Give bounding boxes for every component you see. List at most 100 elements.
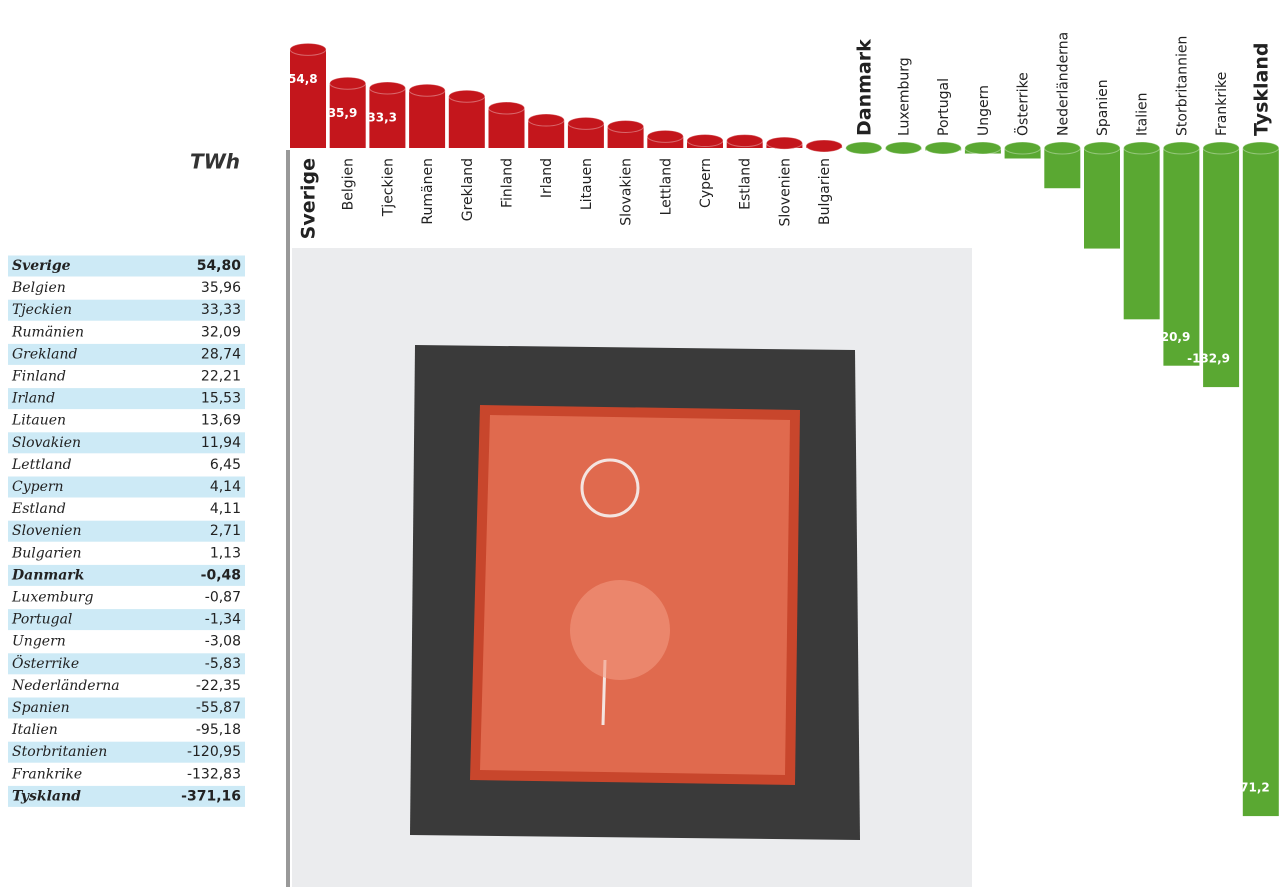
bar-cap — [805, 139, 843, 153]
table-name: Bulgarien — [11, 545, 82, 561]
bar-cap — [1202, 141, 1240, 155]
table-name: Danmark — [11, 567, 85, 583]
category-label: Bulgarien — [817, 158, 833, 225]
table-value: 35,96 — [201, 280, 241, 296]
category-label: Nederländerna — [1055, 32, 1071, 136]
table-value: 28,74 — [201, 346, 241, 362]
bar-cap — [1162, 141, 1200, 155]
bar-cap — [726, 134, 764, 148]
category-label: Frankrike — [1214, 72, 1230, 136]
table-name: Grekland — [12, 346, 77, 362]
bar — [1123, 148, 1160, 320]
bar-cap — [1123, 141, 1161, 155]
bar-cap — [765, 136, 803, 150]
value-label: 35,9 — [328, 106, 358, 120]
category-label: Danmark — [853, 39, 875, 136]
bar-cap — [607, 120, 645, 134]
table-value: 22,21 — [201, 369, 241, 385]
bar-cap — [488, 101, 525, 115]
table-name: Italien — [11, 722, 58, 738]
table-row-bg — [8, 432, 245, 454]
category-label: Sverige — [298, 158, 320, 239]
table-name: Nederländerna — [11, 678, 120, 694]
bar-cap — [527, 113, 565, 127]
bar-cap — [368, 81, 406, 95]
bar — [1163, 148, 1200, 366]
table-name: Slovakien — [12, 435, 81, 451]
table-name: Finland — [11, 369, 66, 385]
category-label: Estland — [738, 158, 754, 210]
bar — [1203, 148, 1240, 388]
table-name: Frankrike — [11, 766, 82, 782]
table-row-bg — [8, 653, 245, 675]
bar — [448, 96, 485, 148]
category-label: Irland — [539, 158, 555, 198]
bar — [409, 90, 446, 148]
table-name: Litauen — [11, 413, 66, 429]
table-name: Luxemburg — [11, 590, 93, 606]
table-value: 6,45 — [210, 457, 241, 473]
category-label: Slovakien — [619, 158, 635, 226]
table-name: Slovenien — [12, 523, 82, 539]
bar-cap — [408, 83, 446, 97]
table-value: -5,83 — [205, 656, 241, 672]
table-value: 4,14 — [210, 479, 241, 495]
bar-cap — [448, 89, 486, 103]
value-label: 54,8 — [288, 72, 318, 86]
table-name: Rumänien — [11, 324, 84, 340]
table-value: -22,35 — [196, 678, 241, 694]
category-label: Litauen — [579, 158, 595, 210]
bar — [369, 88, 406, 148]
table-value: 4,11 — [210, 501, 241, 517]
table-name: Irland — [11, 391, 55, 407]
bar-cap — [924, 141, 962, 155]
bar-cap — [885, 141, 922, 155]
value-label: 33,3 — [367, 111, 397, 125]
table-name: Tyskland — [12, 788, 81, 804]
table-row-bg — [8, 785, 245, 807]
table-name: Belgien — [11, 280, 66, 296]
table-value: 33,33 — [201, 302, 241, 318]
table-name: Tjeckien — [12, 302, 72, 318]
table-name: Estland — [11, 501, 66, 517]
table-value: 11,94 — [201, 435, 241, 451]
bar — [1084, 148, 1120, 249]
table-value: -132,83 — [187, 766, 241, 782]
table-name: Lettland — [11, 457, 72, 473]
bar-cap — [686, 134, 724, 148]
category-label: Tyskland — [1250, 43, 1272, 137]
category-label: Italien — [1135, 93, 1151, 136]
table-value: 2,71 — [210, 523, 241, 539]
table-row-bg — [8, 564, 245, 586]
bar-cap — [1242, 141, 1280, 155]
table-value: -0,87 — [205, 590, 241, 606]
bar-cap — [289, 42, 327, 56]
table-value: -120,95 — [187, 744, 241, 760]
bar-cap — [646, 129, 684, 143]
photo — [292, 248, 972, 887]
table-value: -95,18 — [196, 722, 241, 738]
table-row-bg — [8, 741, 245, 763]
category-label: Finland — [500, 158, 516, 208]
bar — [329, 83, 366, 148]
table-value: 32,09 — [201, 324, 241, 340]
category-label: Tjeckien — [380, 158, 396, 217]
table-row-bg — [8, 343, 245, 365]
category-label: Storbritannien — [1174, 36, 1190, 136]
table-name: Cypern — [12, 479, 64, 495]
category-label: Portugal — [936, 78, 952, 136]
category-label: Cypern — [698, 158, 714, 208]
table-row-bg — [8, 299, 245, 321]
bar-cap — [567, 116, 605, 130]
category-label: Ungern — [976, 85, 992, 136]
table-value: 13,69 — [201, 413, 241, 429]
table-row-bg — [8, 255, 245, 277]
bar — [607, 126, 644, 148]
bar — [1242, 148, 1279, 817]
category-label: Slovenien — [777, 158, 793, 227]
table-value: -0,48 — [201, 567, 241, 583]
table-name: Ungern — [12, 634, 66, 650]
category-label: Belgien — [341, 158, 357, 210]
bar-cap — [1083, 141, 1121, 155]
